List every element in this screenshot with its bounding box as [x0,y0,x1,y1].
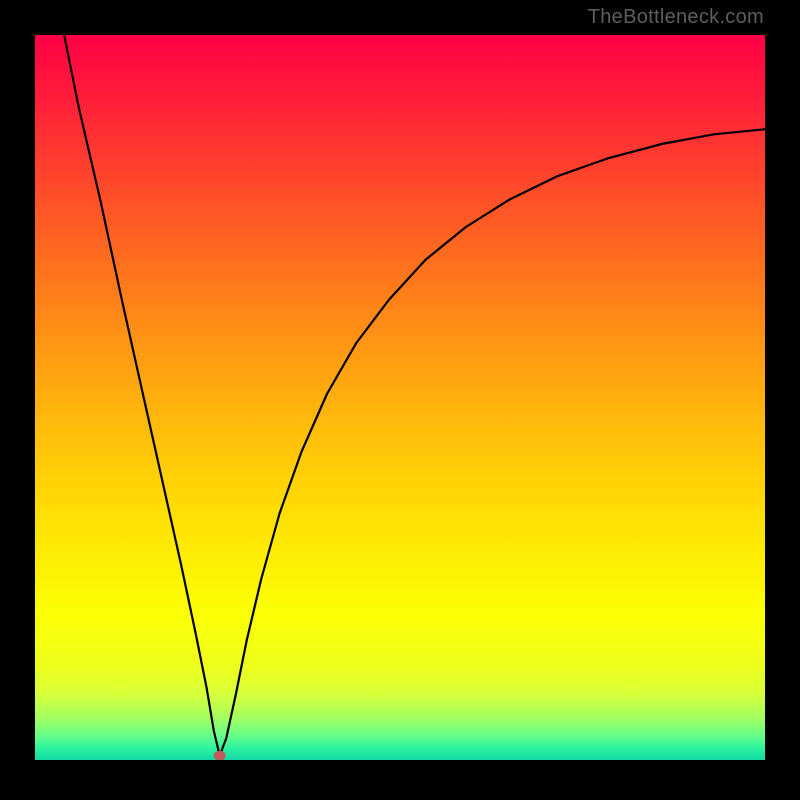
watermark-text: TheBottleneck.com [588,6,764,29]
bottleneck-chart [35,35,765,760]
plot-area [35,35,765,760]
frame-bottom [0,765,800,800]
frame-left [0,0,35,800]
frame-right [765,0,800,800]
